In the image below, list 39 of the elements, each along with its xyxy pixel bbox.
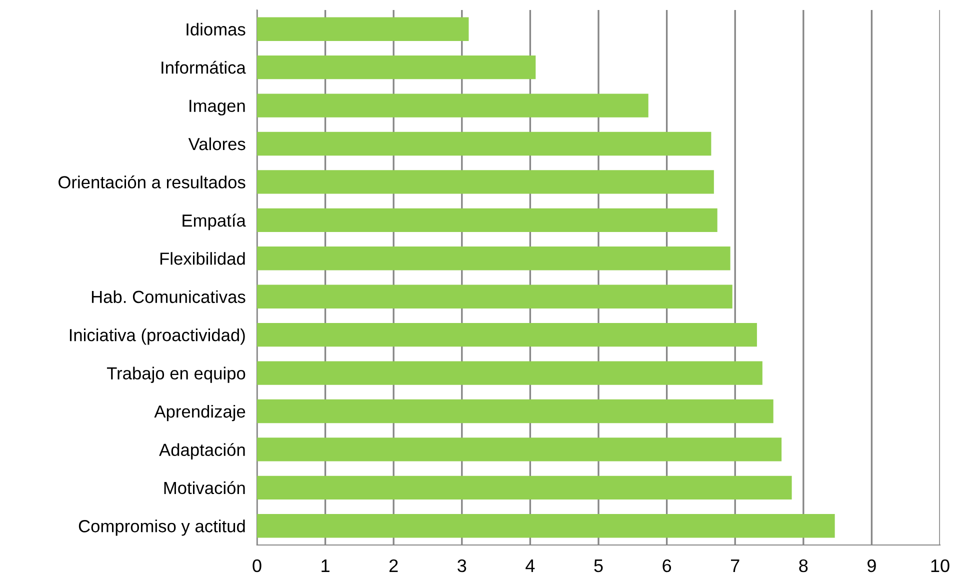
bar bbox=[257, 322, 757, 347]
bar bbox=[257, 399, 774, 424]
bar bbox=[257, 17, 469, 41]
bar bbox=[257, 94, 648, 118]
x-tick-label: 10 bbox=[931, 559, 950, 572]
bar bbox=[257, 284, 732, 308]
y-tick-label: Empatía bbox=[182, 214, 246, 230]
bar bbox=[257, 170, 714, 194]
y-tick-label: Adaptación bbox=[159, 443, 245, 460]
x-tick-label: 5 bbox=[594, 560, 603, 572]
y-tick-label: Hab. Comunicativas bbox=[92, 290, 246, 304]
y-tick-label: Valores bbox=[188, 137, 246, 150]
x-tick-label: 8 bbox=[799, 559, 808, 572]
x-tick-label: 2 bbox=[389, 559, 398, 572]
bar bbox=[257, 438, 782, 462]
bar bbox=[257, 208, 718, 232]
x-tick-label: 3 bbox=[458, 559, 466, 572]
x-tick-label: 4 bbox=[526, 560, 535, 572]
bar bbox=[257, 132, 712, 156]
y-tick-label: Idiomas bbox=[186, 22, 246, 36]
y-tick-label: Flexibilidad bbox=[160, 252, 245, 265]
bar bbox=[257, 476, 792, 500]
y-tick-label: Informática bbox=[162, 60, 246, 74]
y-tick-label: Imagen bbox=[190, 100, 245, 116]
bar bbox=[257, 361, 762, 385]
y-tick-label: Orientación a resultados bbox=[58, 175, 246, 188]
bar bbox=[257, 55, 536, 80]
bar bbox=[257, 246, 730, 270]
x-tick-label: 9 bbox=[868, 559, 876, 572]
x-tick-label: 0 bbox=[252, 559, 262, 572]
y-tick-label: Trabajo en equipo bbox=[106, 366, 246, 383]
y-tick-label: Aprendizaje bbox=[154, 404, 246, 422]
x-tick-label: 7 bbox=[731, 560, 740, 572]
bar bbox=[257, 514, 835, 538]
x-tick-label: 6 bbox=[662, 559, 672, 572]
y-tick-label: Compromiso y actitud bbox=[78, 520, 245, 536]
y-tick-label: Motivación bbox=[164, 481, 245, 494]
y-tick-label: Iniciativa (proactividad) bbox=[70, 328, 245, 345]
x-tick-label: 1 bbox=[322, 560, 330, 572]
